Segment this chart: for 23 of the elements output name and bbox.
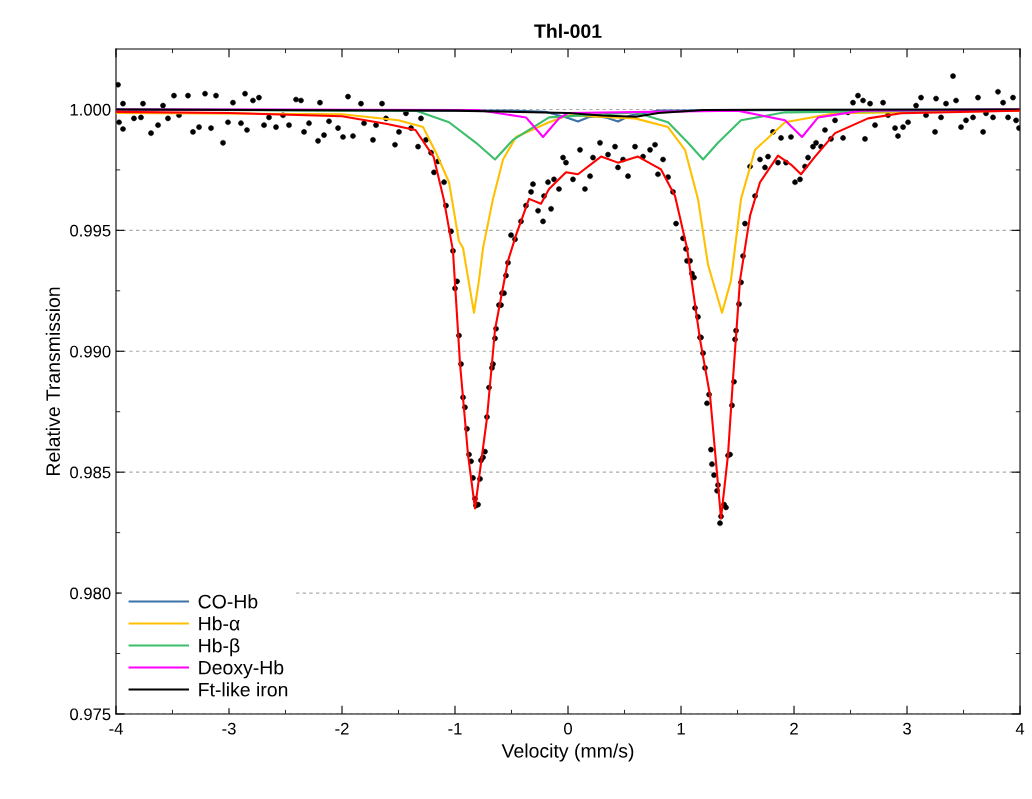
y-tick-label: 0.995 [70, 224, 111, 237]
x-tick-label: 1 [677, 722, 685, 735]
y-tick-label: 0.975 [70, 708, 111, 721]
chart-title: Thl-001 [534, 23, 602, 39]
x-tick-label: -1 [448, 722, 462, 735]
legend-label: Deoxy-Hb [199, 660, 284, 679]
legend-label: CO-Hb [198, 594, 258, 609]
x-axis-title: Velocity (mm/s) [501, 743, 634, 762]
x-tick-label: 3 [903, 722, 911, 735]
x-tick-label: -4 [109, 722, 123, 735]
x-tick-label: 0 [564, 722, 572, 735]
legend-label: Ft-like iron [199, 682, 288, 697]
y-axis-title: Relative Transmission [45, 287, 61, 475]
y-tick-label: 1.000 [70, 103, 111, 116]
y-tick-label: 0.985 [70, 466, 111, 479]
x-tick-label: -2 [335, 722, 349, 735]
x-tick-label: -3 [222, 722, 236, 735]
y-tick-label: 0.990 [70, 345, 111, 358]
x-tick-label: 4 [1015, 722, 1025, 735]
legend-label: Hb-α [199, 616, 240, 631]
x-tick-label: 2 [790, 722, 798, 735]
y-tick-label: 0.980 [70, 587, 111, 600]
legend-label: Hb-β [199, 638, 240, 657]
